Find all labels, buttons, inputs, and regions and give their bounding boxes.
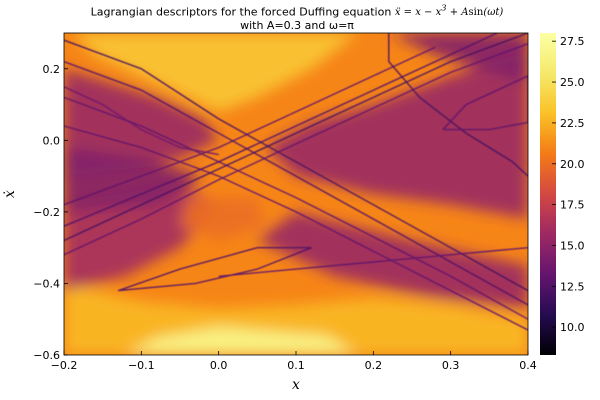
y-tick-label: −0.6 bbox=[33, 349, 60, 362]
region-center-orange-spot bbox=[180, 197, 266, 241]
x-tick-label: 0.1 bbox=[287, 359, 305, 372]
eq-x2: x bbox=[435, 7, 442, 19]
colorbar-gradient bbox=[540, 33, 556, 355]
y-axis-label: ẋ bbox=[2, 190, 18, 198]
title-equation: ẍ = x − x3 + Asin(ωt) bbox=[394, 3, 504, 19]
curve-stable-manifold-a bbox=[64, 33, 528, 242]
colorbar-tick-label: 12.5 bbox=[560, 280, 585, 293]
curve-unstable-manifold-a bbox=[64, 39, 528, 292]
eq-x1: x bbox=[415, 7, 421, 19]
region-right-purple-lobe bbox=[265, 50, 528, 220]
title-line-1: Lagrangian descriptors for the forced Du… bbox=[64, 2, 530, 19]
colorbar-tick-label: 22.5 bbox=[560, 117, 585, 130]
colorbar-tick-label: 27.5 bbox=[560, 35, 585, 48]
y-axis: 0.2 0.0 −0.2 −0.4 −0.6 bbox=[33, 63, 68, 362]
x-axis: −0.2 −0.1 0.0 0.1 0.2 0.3 0.4 bbox=[51, 351, 537, 372]
x-tick-label: 0.3 bbox=[442, 359, 460, 372]
colorbar-tick-label: 17.5 bbox=[560, 199, 585, 212]
curve-stable-manifold-d bbox=[64, 46, 436, 206]
curve-stable-manifold-c bbox=[64, 43, 528, 256]
eq-arg: ωt bbox=[487, 7, 500, 19]
title-prefix: Lagrangian descriptors for the forced Du… bbox=[90, 5, 392, 19]
curve-lower-left-lobe bbox=[117, 247, 312, 292]
eq-sin: sin bbox=[468, 7, 484, 19]
y-tick-label: 0.2 bbox=[43, 63, 61, 76]
x-tick-label: −0.2 bbox=[51, 359, 78, 372]
plot-area bbox=[64, 33, 528, 355]
curve-upper-left-arc bbox=[64, 86, 219, 156]
region-left-purple-lobe bbox=[64, 68, 219, 177]
eq-lhs: ẍ bbox=[394, 7, 401, 19]
colorbar-tick-label: 15.0 bbox=[560, 239, 585, 252]
region-bottom-center-glow bbox=[125, 326, 358, 355]
curve-lower-right-lobe bbox=[218, 247, 528, 277]
x-tick-label: 0.4 bbox=[519, 359, 537, 372]
colorbar-tick-label: 20.0 bbox=[560, 158, 585, 171]
eq-exp: 3 bbox=[441, 3, 447, 13]
colorbar-tick-label: 10.0 bbox=[560, 321, 585, 334]
curve-right-loop bbox=[442, 75, 528, 131]
x-axis-label: x bbox=[292, 377, 300, 393]
curve-upper-right-fold bbox=[388, 33, 528, 177]
region-left-mid-purple bbox=[64, 147, 204, 212]
curve-stable-manifold-b bbox=[64, 33, 498, 227]
region-top-center-bright bbox=[71, 33, 358, 112]
eq-a: A bbox=[461, 7, 469, 19]
y-tick-label: −0.4 bbox=[33, 277, 60, 290]
colorbar-ticks: 10.0 12.5 15.0 17.5 20.0 22.5 25.0 27.5 bbox=[552, 35, 585, 334]
y-tick-label: −0.2 bbox=[33, 206, 60, 219]
colorbar-tick-label: 25.0 bbox=[560, 76, 585, 89]
colorbar: 10.0 12.5 15.0 17.5 20.0 22.5 25.0 27.5 bbox=[540, 33, 585, 355]
manifold-curves bbox=[64, 33, 528, 331]
chart-title: Lagrangian descriptors for the forced Du… bbox=[64, 2, 530, 32]
x-tick-label: 0.0 bbox=[210, 359, 228, 372]
curve-unstable-manifold-d bbox=[64, 125, 528, 331]
x-tick-label: −0.1 bbox=[128, 359, 155, 372]
x-tick-label: 0.2 bbox=[365, 359, 383, 372]
curve-unstable-manifold-c bbox=[64, 96, 528, 320]
curve-unstable-manifold-b bbox=[64, 60, 528, 306]
title-line-2: with A=0.3 and ω=π bbox=[240, 19, 354, 33]
y-tick-label: 0.0 bbox=[43, 134, 61, 147]
